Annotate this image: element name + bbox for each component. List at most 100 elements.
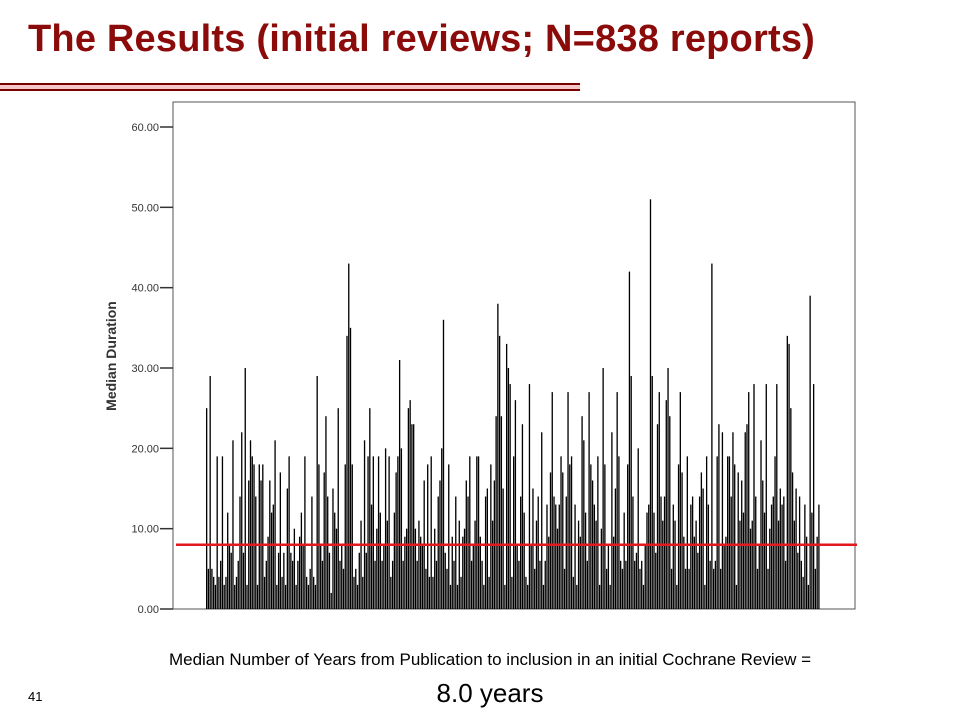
bar [277,552,280,609]
bar [812,384,815,609]
bar [565,496,567,609]
bar [469,456,471,609]
bar [316,376,318,609]
bar [311,496,313,609]
bar [346,335,348,609]
y-tick-label: 30.00 [131,363,159,375]
bar [656,424,659,609]
bar [339,560,341,609]
bar [323,472,325,609]
bar [244,368,246,609]
bar [421,544,424,609]
bar [705,456,708,609]
bar [723,544,725,609]
bar [291,560,294,609]
bar [513,456,515,609]
bar [763,512,766,609]
bar [816,536,818,609]
bar [779,488,781,609]
bar [670,568,673,609]
bar [732,432,734,609]
bar [279,472,281,609]
bar [620,560,622,609]
bar [300,512,303,609]
bar [776,384,778,609]
bar [325,416,327,609]
bar [307,584,310,609]
bar [479,536,481,609]
bar [542,584,545,609]
bar [395,472,397,609]
bar [505,343,508,609]
bar [351,464,353,609]
bar [648,504,650,609]
bar [286,488,289,609]
bar [488,576,490,609]
bar [667,368,669,609]
bar [676,584,678,609]
bar [735,584,738,609]
bar [507,368,510,609]
bar [662,520,664,609]
bar [413,424,415,609]
bar [625,560,627,609]
bar [534,568,536,609]
bar [458,520,460,609]
bar [658,392,660,609]
bar [509,384,511,609]
bar [641,560,643,609]
bar [539,560,541,609]
bar [451,536,453,609]
bar [214,584,217,609]
bar [797,552,799,609]
bar [388,456,390,609]
y-tick-label: 20.00 [131,443,159,455]
bar [281,576,283,609]
bar [321,560,324,609]
y-tick-label: 50.00 [131,202,159,214]
bar [586,560,588,609]
bar [672,504,674,609]
bar [293,528,296,609]
bar [593,504,596,609]
bar [772,496,774,609]
bar [241,432,243,609]
bar [328,552,331,609]
bar [777,520,780,609]
bar [560,456,562,609]
bar [581,416,583,609]
bar [497,303,499,609]
bar [679,392,681,609]
bar [365,552,367,609]
bar [695,520,697,609]
bar [818,504,820,609]
bar [305,576,308,609]
bar [384,448,387,609]
bar [213,576,215,609]
bar [742,512,745,609]
bar [535,520,538,609]
bar [805,536,808,609]
bar [374,560,376,609]
bar [442,319,445,609]
bar [251,456,253,609]
bar [537,496,539,609]
bar [718,424,720,609]
bar [781,504,783,609]
bar [246,584,248,609]
bar [623,512,625,609]
bar [362,576,364,609]
bar [567,392,569,609]
bar [784,560,787,609]
bar [263,576,266,609]
bar [267,536,269,609]
bar [702,488,704,609]
bar [711,263,713,609]
bar [642,584,645,609]
bar [342,568,345,609]
bar [605,568,608,609]
bar [239,496,241,609]
bar [630,376,632,609]
bar [520,496,522,609]
bar [684,568,687,609]
